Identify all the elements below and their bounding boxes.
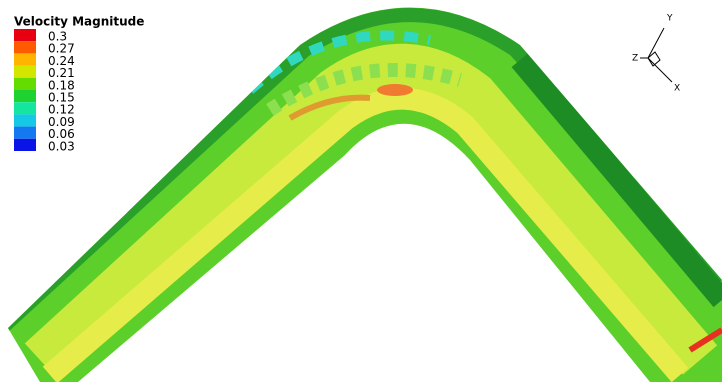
legend-title: Velocity Magnitude — [14, 15, 144, 29]
legend-swatch — [14, 41, 36, 53]
legend-swatch — [14, 127, 36, 139]
legend-swatch — [14, 29, 36, 41]
legend-swatch — [14, 78, 36, 90]
scene: Y X Z Velocity Magnitude 0.30.270.240.21… — [0, 0, 722, 382]
triad-z: Z — [632, 54, 638, 64]
legend-swatch — [14, 53, 36, 65]
legend-swatch — [14, 114, 36, 126]
legend-swatch — [14, 90, 36, 102]
pipe-contour — [0, 0, 722, 382]
triad-y: Y — [666, 14, 673, 24]
legend: 0.30.270.240.210.180.150.120.090.060.03 — [14, 29, 75, 153]
legend-swatch — [14, 102, 36, 114]
triad-x: X — [674, 84, 680, 94]
legend-swatch — [14, 139, 36, 151]
legend-swatch — [14, 66, 36, 78]
axis-triad: Y X Z — [632, 14, 680, 94]
legend-label: 0.03 — [48, 139, 75, 153]
